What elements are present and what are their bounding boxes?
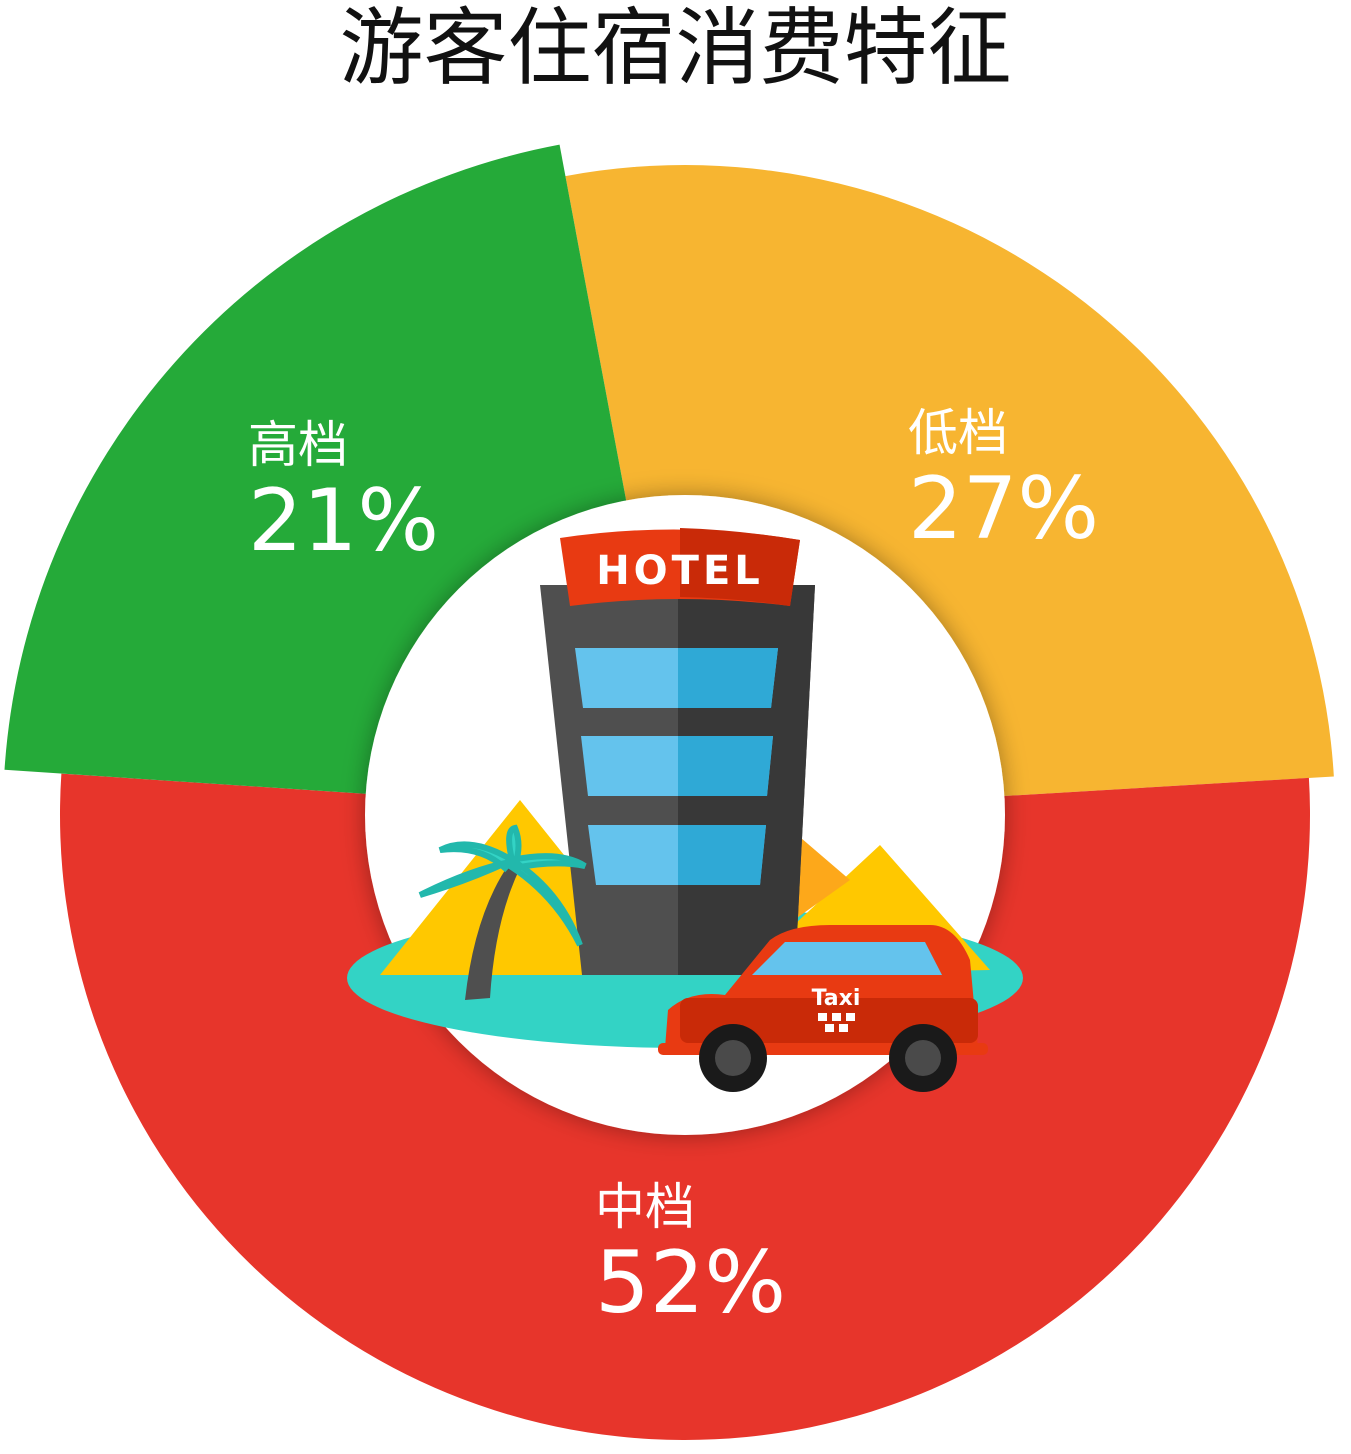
- slice-label-low: 低档 27%: [908, 408, 1099, 552]
- hotel-sign-text: HOTEL: [596, 548, 764, 594]
- slice-label-high: 高档 21%: [248, 420, 439, 564]
- chart-title: 游客住宿消费特征: [339, 0, 1012, 97]
- value-label: 27%: [908, 459, 1100, 559]
- slice-label-mid: 中档 52%: [595, 1182, 786, 1326]
- category-label: 中档: [595, 1178, 695, 1236]
- hotel-illustration: HOTEL Taxi: [347, 528, 1023, 1092]
- value-label: 21%: [248, 471, 440, 571]
- palm-tree-icon: [465, 860, 520, 1000]
- category-label: 低档: [908, 404, 1008, 462]
- category-label: 高档: [248, 416, 348, 474]
- value-label: 52%: [595, 1233, 787, 1333]
- taxi-text: Taxi: [812, 986, 861, 1011]
